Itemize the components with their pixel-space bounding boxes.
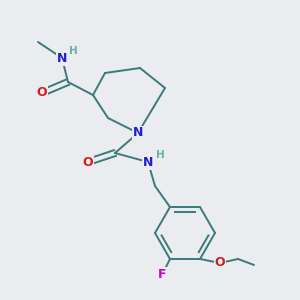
Text: H: H: [156, 150, 164, 160]
Text: O: O: [215, 256, 225, 269]
Text: H: H: [69, 46, 77, 56]
Text: N: N: [57, 52, 67, 64]
Text: N: N: [143, 155, 153, 169]
Text: O: O: [37, 86, 47, 100]
Text: F: F: [158, 268, 166, 281]
Text: N: N: [133, 127, 143, 140]
Text: O: O: [83, 155, 93, 169]
